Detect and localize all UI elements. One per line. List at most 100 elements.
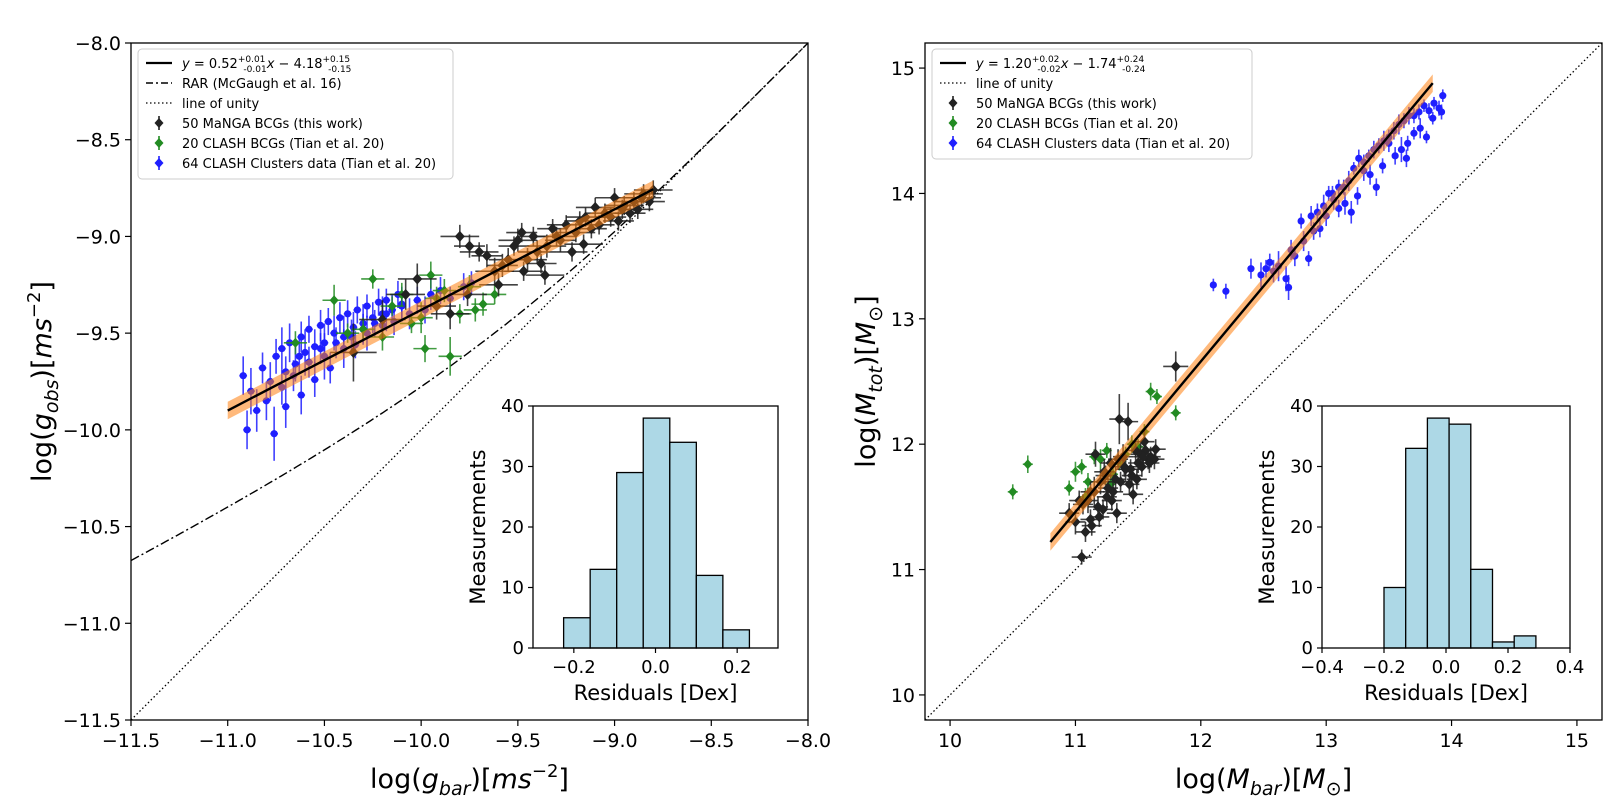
marker — [578, 238, 589, 250]
marker — [1391, 152, 1399, 160]
data-point — [1257, 262, 1265, 288]
marker — [481, 250, 492, 262]
marker — [1430, 99, 1438, 107]
inset-x-tick-label: 0.4 — [1556, 657, 1585, 678]
data-point — [1106, 503, 1127, 524]
data-point — [353, 296, 362, 324]
marker — [270, 430, 278, 438]
x-tick-label: 15 — [1565, 730, 1589, 752]
inset-y-tick-label: 0 — [1302, 638, 1313, 659]
marker — [1307, 212, 1315, 220]
x-tick-label: 11 — [1063, 730, 1087, 752]
marker — [387, 301, 397, 312]
histogram-bar — [669, 441, 697, 649]
data-point — [1379, 158, 1387, 174]
legend-item: 64 CLASH Clusters data (Tian et al. 20) — [948, 136, 1230, 152]
data-point — [1089, 506, 1110, 527]
marker — [1096, 454, 1106, 465]
data-point — [1070, 461, 1081, 482]
data-point — [1222, 283, 1230, 299]
marker — [1064, 483, 1074, 494]
marker — [490, 289, 500, 300]
marker — [305, 325, 313, 333]
marker — [1086, 520, 1097, 532]
marker — [536, 258, 547, 270]
histogram-bar — [562, 617, 591, 649]
data-point — [297, 375, 306, 415]
data-point — [556, 242, 588, 262]
data-point — [1163, 351, 1189, 382]
data-point — [1170, 405, 1181, 421]
y-tick-label: 10 — [891, 685, 915, 707]
data-point — [1266, 253, 1274, 272]
inset-histogram: −0.2 0.0 0.2 0 10 20 30 40 Residuals [Dex] Measur… — [466, 396, 779, 705]
y-tick-label: −8.5 — [75, 130, 121, 152]
marker — [420, 343, 430, 354]
legend-item: RAR (McGaugh et al. 16) — [146, 77, 342, 92]
data-point — [1416, 118, 1424, 139]
data-point — [1064, 480, 1075, 496]
marker — [1077, 461, 1087, 472]
marker — [445, 308, 456, 320]
data-point — [239, 356, 248, 396]
histogram-bar — [1426, 417, 1450, 649]
x-tick-label: −10.5 — [295, 730, 353, 752]
data-point — [1366, 164, 1374, 185]
marker — [363, 302, 371, 310]
x-tick-label: 14 — [1439, 730, 1463, 752]
legend-label: y = 1.20+0.02 -0.02x − 1.74+0.24 -0.24 — [975, 55, 1146, 75]
y-tick-label: −10.0 — [63, 420, 121, 442]
data-point — [419, 261, 443, 289]
marker — [1076, 551, 1087, 563]
marker — [512, 234, 523, 246]
data-point — [1209, 278, 1217, 292]
data-point — [336, 302, 344, 334]
legend-label: 64 CLASH Clusters data (Tian et al. 20) — [182, 157, 436, 172]
marker — [353, 306, 361, 314]
marker — [329, 295, 339, 306]
data-point — [1430, 96, 1438, 110]
legend-item: line of unity — [146, 97, 259, 112]
histogram-bar — [642, 417, 671, 649]
marker — [412, 273, 423, 285]
marker — [518, 265, 529, 277]
marker — [1257, 271, 1265, 279]
y-tick-label: −11.0 — [63, 613, 121, 635]
data-point — [1429, 111, 1437, 125]
inset-y-tick-label: 10 — [1290, 578, 1313, 599]
marker — [516, 227, 527, 239]
data-point — [297, 321, 306, 353]
marker — [1410, 129, 1418, 137]
histogram-bar — [1405, 447, 1429, 649]
y-tick-label: −9.0 — [75, 226, 121, 248]
marker — [282, 403, 290, 411]
marker — [1090, 448, 1101, 460]
data-point — [270, 406, 279, 461]
marker — [1152, 391, 1162, 402]
x-axis-label: log(Mbar)[M⊙] — [1175, 764, 1352, 800]
data-point — [463, 298, 487, 322]
data-point — [278, 327, 286, 370]
legend-item: y = 1.20+0.02 -0.02x − 1.74+0.24 -0.24 — [940, 55, 1146, 75]
data-point — [243, 410, 251, 450]
data-point — [343, 300, 352, 328]
data-point — [1118, 402, 1139, 441]
marker — [474, 246, 485, 258]
marker — [478, 299, 488, 310]
x-tick-label: −11.5 — [102, 730, 160, 752]
data-point — [1284, 274, 1293, 301]
marker — [454, 230, 465, 242]
marker — [1429, 114, 1437, 122]
marker — [1222, 287, 1230, 295]
marker — [343, 328, 353, 339]
inset-y-tick-label: 20 — [1290, 517, 1313, 538]
marker — [1422, 133, 1431, 141]
marker — [547, 223, 558, 235]
inset-x-tick-label: −0.2 — [1362, 657, 1406, 678]
marker — [613, 215, 624, 227]
marker — [311, 343, 319, 351]
marker — [413, 296, 421, 304]
data-point — [1391, 147, 1399, 165]
marker — [1008, 486, 1018, 497]
marker — [297, 391, 305, 399]
